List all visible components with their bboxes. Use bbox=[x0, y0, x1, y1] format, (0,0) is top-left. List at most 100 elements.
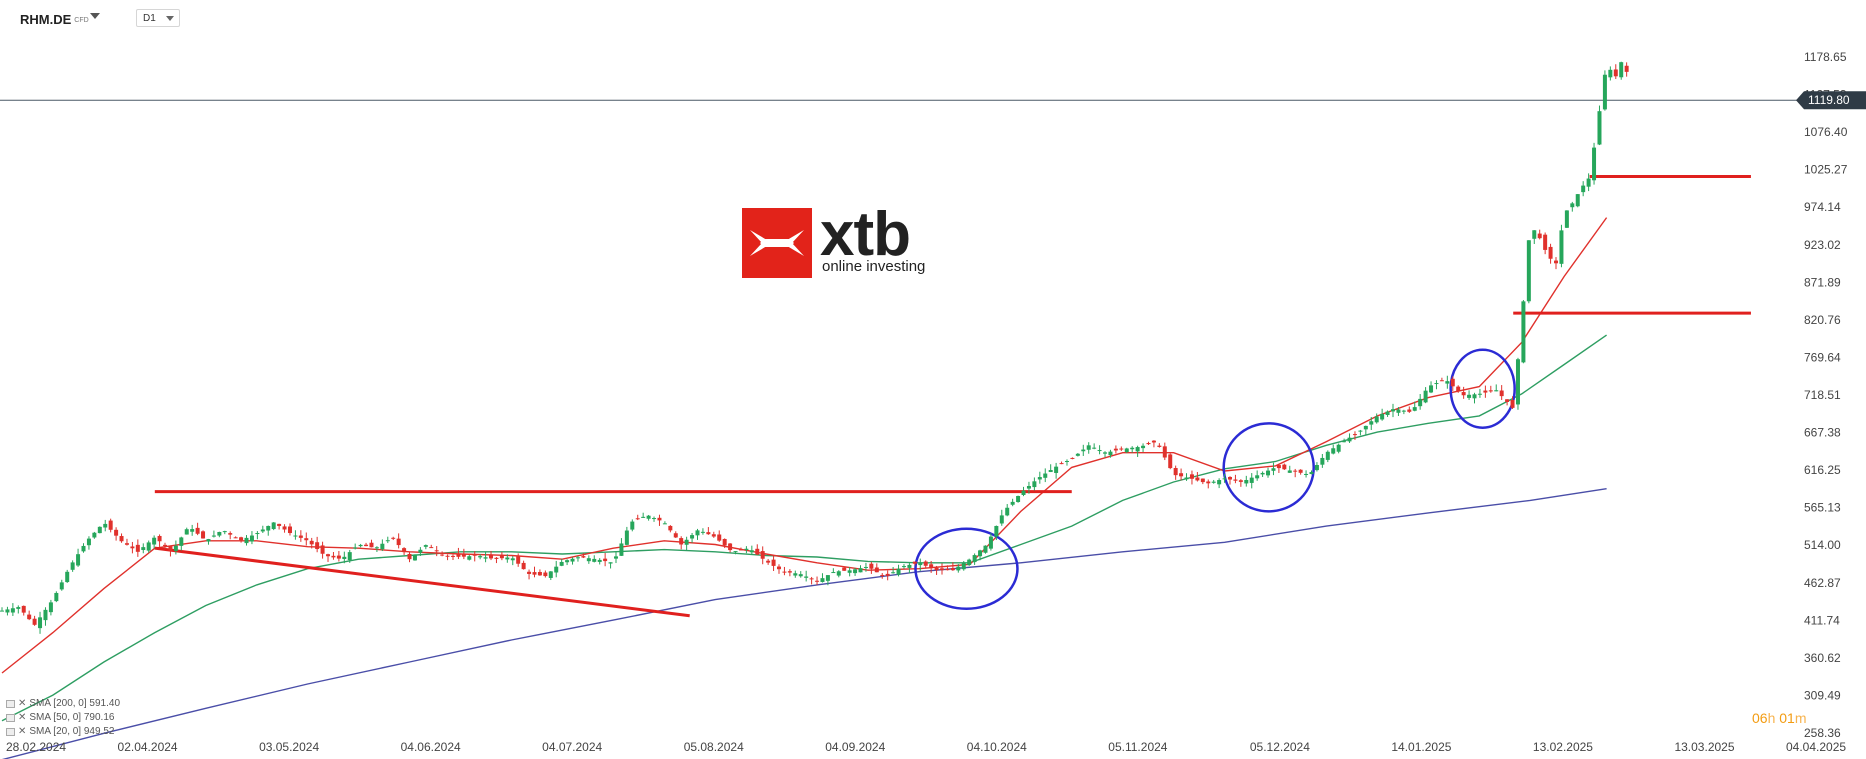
candle bbox=[152, 535, 157, 549]
remove-indicator-icon[interactable]: ✕ bbox=[18, 726, 27, 737]
candle bbox=[782, 566, 787, 576]
candle bbox=[652, 516, 657, 522]
legend-item-sma20[interactable]: ✕ SMA [20, 0] 949.52 bbox=[6, 725, 120, 739]
candle bbox=[179, 536, 184, 551]
candle bbox=[1119, 446, 1124, 452]
candle bbox=[255, 531, 260, 540]
candle bbox=[1103, 451, 1108, 458]
symbol-label[interactable]: RHM.DE CFD bbox=[20, 12, 89, 27]
timeframe-select[interactable]: D1 bbox=[136, 9, 180, 27]
candle bbox=[804, 570, 809, 582]
candle bbox=[646, 514, 651, 521]
candle bbox=[412, 554, 417, 561]
date-tick-label: 04.04.2025 bbox=[1786, 740, 1846, 754]
candle bbox=[1222, 473, 1227, 483]
remove-indicator-icon[interactable]: ✕ bbox=[18, 698, 27, 709]
candle bbox=[907, 563, 912, 574]
remove-indicator-icon[interactable]: ✕ bbox=[18, 712, 27, 723]
candle bbox=[891, 567, 896, 574]
candle bbox=[293, 530, 298, 540]
candle bbox=[1010, 498, 1015, 507]
candle bbox=[608, 562, 613, 569]
candle bbox=[760, 546, 765, 565]
date-tick-label: 05.08.2024 bbox=[684, 740, 744, 754]
candle bbox=[972, 553, 977, 565]
highlight-circle[interactable] bbox=[1449, 348, 1516, 430]
candle bbox=[820, 573, 825, 583]
price-tick-label: 1025.27 bbox=[1804, 163, 1848, 177]
symbol-dropdown-chevron-icon[interactable] bbox=[90, 13, 100, 19]
candle bbox=[1227, 476, 1232, 485]
candle bbox=[684, 536, 689, 551]
candle bbox=[842, 567, 847, 571]
indicator-icon bbox=[6, 728, 15, 736]
price-tick-label: 1076.40 bbox=[1804, 125, 1848, 139]
candle bbox=[1358, 429, 1363, 436]
highlight-circle[interactable] bbox=[1222, 422, 1315, 513]
candle bbox=[521, 560, 526, 570]
candle bbox=[1021, 486, 1026, 497]
candle bbox=[733, 551, 738, 555]
candle bbox=[1195, 472, 1200, 482]
candle bbox=[766, 558, 771, 565]
candle bbox=[1570, 201, 1575, 212]
trend-line[interactable] bbox=[154, 546, 690, 618]
candle bbox=[10, 603, 15, 616]
candle bbox=[988, 533, 993, 551]
legend-label: SMA [20, 0] 949.52 bbox=[29, 726, 115, 737]
candle bbox=[755, 544, 760, 555]
candle bbox=[885, 570, 890, 581]
candle bbox=[825, 575, 830, 586]
candle bbox=[929, 561, 934, 573]
legend-label: SMA [50, 0] 790.16 bbox=[29, 712, 115, 723]
candle bbox=[1526, 240, 1531, 304]
candle bbox=[1162, 442, 1167, 461]
candle bbox=[1401, 409, 1406, 415]
candle bbox=[679, 536, 684, 550]
candle bbox=[1418, 394, 1423, 410]
candle bbox=[912, 561, 917, 566]
candle bbox=[287, 523, 292, 536]
date-tick-label: 14.01.2025 bbox=[1391, 740, 1451, 754]
candle bbox=[1130, 446, 1135, 453]
price-tick-label: 258.36 bbox=[1804, 726, 1841, 740]
candle bbox=[1320, 453, 1325, 468]
candle bbox=[86, 536, 91, 550]
candle bbox=[690, 532, 695, 543]
candle bbox=[1070, 457, 1075, 460]
legend-item-sma50[interactable]: ✕ SMA [50, 0] 790.16 bbox=[6, 711, 120, 725]
candle bbox=[184, 527, 189, 535]
candle bbox=[565, 559, 570, 566]
candle bbox=[1249, 473, 1254, 489]
candle bbox=[1483, 385, 1488, 398]
candle bbox=[190, 524, 195, 536]
candle bbox=[347, 549, 352, 563]
candle bbox=[157, 534, 162, 547]
candle bbox=[711, 531, 716, 538]
legend-item-sma200[interactable]: ✕ SMA [200, 0] 591.40 bbox=[6, 697, 120, 711]
candle bbox=[1336, 443, 1341, 454]
candle bbox=[1445, 375, 1450, 389]
candle bbox=[1043, 468, 1048, 483]
candle bbox=[581, 553, 586, 559]
price-tick-label: 923.02 bbox=[1804, 238, 1841, 252]
price-tick-label: 667.38 bbox=[1804, 426, 1841, 440]
candle bbox=[695, 528, 700, 540]
candle bbox=[1097, 445, 1102, 455]
candle bbox=[994, 525, 999, 541]
candle bbox=[1543, 232, 1548, 255]
candle bbox=[1407, 406, 1412, 413]
candle bbox=[1515, 357, 1520, 410]
candle bbox=[467, 554, 472, 561]
date-tick-label: 04.10.2024 bbox=[967, 740, 1027, 754]
candle bbox=[1314, 462, 1319, 472]
highlight-circle[interactable] bbox=[914, 527, 1019, 610]
xtb-logo-mark bbox=[742, 208, 812, 278]
timeframe-chevron-icon bbox=[166, 16, 174, 21]
candle bbox=[1385, 410, 1390, 417]
candle bbox=[548, 571, 553, 581]
candle bbox=[1266, 467, 1271, 478]
candle bbox=[836, 570, 841, 578]
candle bbox=[450, 554, 455, 561]
